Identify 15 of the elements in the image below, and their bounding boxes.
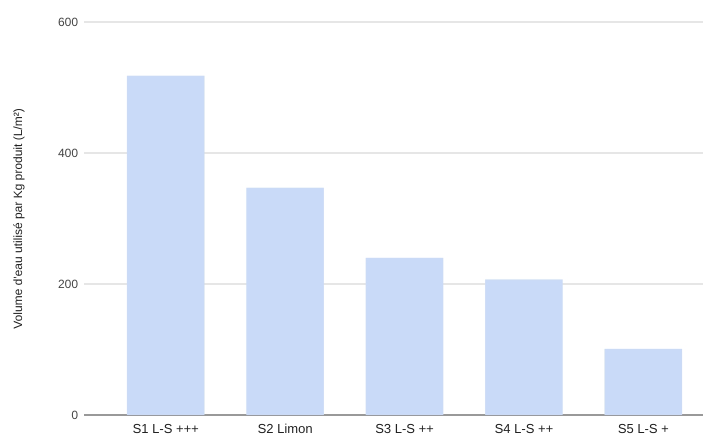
bar bbox=[485, 279, 563, 415]
y-tick-label: 200 bbox=[58, 277, 78, 292]
x-tick-label: S5 L-S + bbox=[618, 421, 669, 436]
y-tick-label: 600 bbox=[58, 15, 78, 30]
y-tick-label: 400 bbox=[58, 146, 78, 160]
bar bbox=[246, 188, 324, 415]
bar bbox=[366, 258, 444, 415]
y-tick-label: 0 bbox=[71, 408, 78, 422]
y-axis-title: Volume d'eau utilisé par Kg produit (L/m²) bbox=[11, 108, 25, 329]
bar bbox=[126, 76, 205, 415]
x-tick-label: S3 L-S ++ bbox=[375, 421, 434, 436]
bar bbox=[604, 348, 682, 415]
x-tick-label: S1 L-S +++ bbox=[132, 421, 199, 436]
x-tick-label: S4 L-S ++ bbox=[494, 421, 554, 436]
x-tick-label: S2 Limon bbox=[258, 421, 313, 436]
